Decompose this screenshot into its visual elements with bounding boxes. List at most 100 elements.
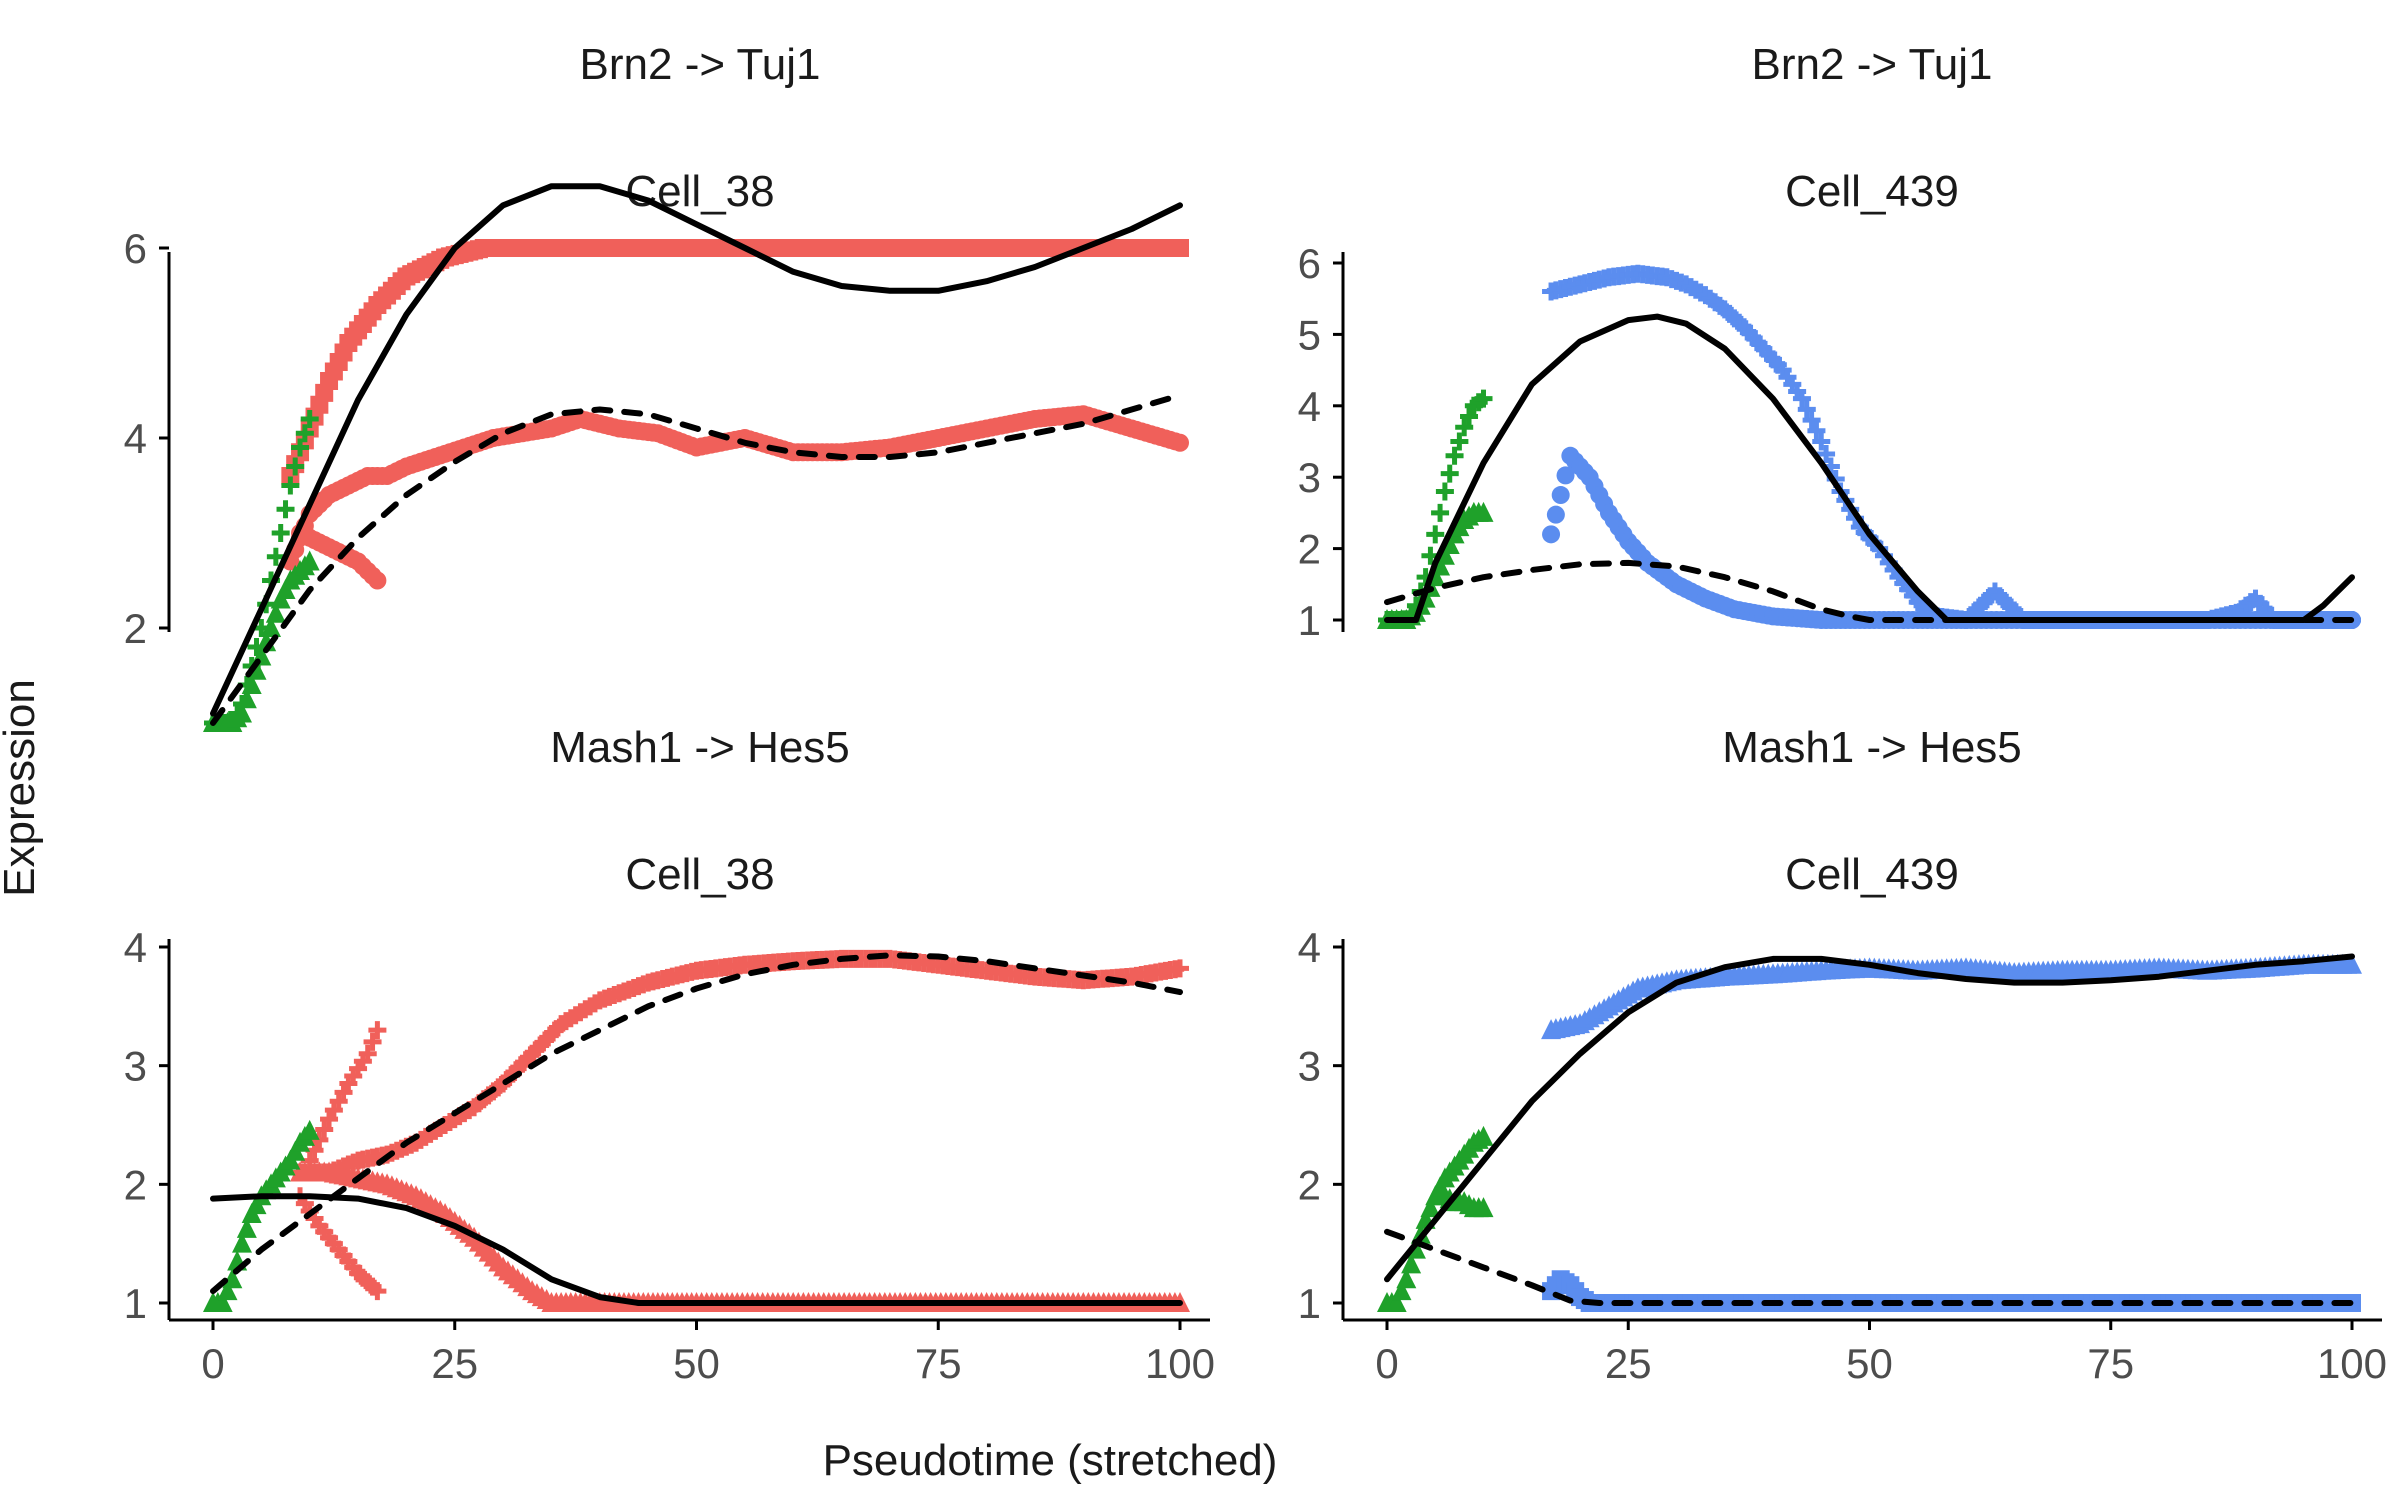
x-tick-label: 75: [2087, 1340, 2134, 1387]
point-marker: [1445, 446, 1464, 465]
point-marker: [286, 457, 305, 476]
point-marker: [1450, 432, 1469, 451]
series-blue-circle: [1542, 446, 2361, 629]
point-marker: [1473, 1197, 1494, 1218]
fit-line-solid: [1384, 313, 2355, 623]
point-marker: [1460, 407, 1479, 426]
x-tick-label: 0: [201, 1340, 224, 1387]
y-tick-label: 2: [124, 1161, 147, 1208]
point-marker: [315, 1120, 334, 1139]
point-marker: [1171, 239, 1189, 257]
x-tick-label: 75: [915, 1340, 962, 1387]
panel-title: Brn2 -> Tuj1: [580, 40, 821, 89]
point-marker: [1391, 1280, 1412, 1301]
point-marker: [1556, 466, 1575, 485]
point-marker: [1420, 1197, 1441, 1218]
fit-line-dashed: [210, 952, 1183, 1295]
fit-line-dashed: [210, 392, 1183, 726]
series-red-triangle: [290, 1161, 1190, 1312]
y-tick-label: 4: [124, 415, 147, 462]
point-marker: [1807, 421, 1826, 440]
y-tick-label: 3: [124, 1043, 147, 1090]
point-marker: [1812, 432, 1831, 451]
x-tick-label: 50: [1846, 1340, 1893, 1387]
point-marker: [1473, 1125, 1494, 1146]
y-axis-label: Expression: [0, 679, 44, 897]
point-marker: [368, 571, 387, 590]
y-tick-label: 2: [124, 605, 147, 652]
point-marker: [1401, 1253, 1422, 1274]
panel-mash1-hes5-cell38: Mash1 -> Hes5 Cell_38 1 2 3 4 0 25 50 75 100: [124, 723, 1215, 1387]
fit-line-dashed: [1384, 559, 2355, 623]
point-marker: [261, 617, 282, 637]
panel-subtitle: Cell_439: [1785, 167, 1959, 216]
y-tick-label: 6: [124, 225, 147, 272]
point-marker: [2342, 953, 2362, 974]
x-tick-label: 25: [1605, 1340, 1652, 1387]
y-tick-label: 1: [124, 1280, 147, 1327]
panel-mash1-hes5-cell439: Mash1 -> Hes5 Cell_439 1 2 3 4 0 25 50 75 100: [1298, 723, 2387, 1387]
point-marker: [1551, 486, 1570, 505]
fit-line-dashed: [1384, 1228, 2355, 1306]
x-axis-label: Pseudotime (stretched): [823, 1436, 1278, 1485]
x-tick-label: 50: [673, 1340, 720, 1387]
panel-brn2-tuj1-cell439: Brn2 -> Tuj1 Cell_439 1 2 3 4 5 6: [1298, 40, 2361, 644]
point-marker: [241, 674, 262, 694]
series-red-plus: [300, 1021, 387, 1170]
point-marker: [232, 702, 253, 723]
point-marker: [265, 602, 286, 623]
x-tick-label: 100: [1145, 1340, 1215, 1387]
y-tick-label: 1: [1298, 597, 1321, 644]
point-marker: [222, 1268, 243, 1289]
panel-title: Mash1 -> Hes5: [1722, 723, 2022, 772]
point-marker: [1546, 505, 1565, 524]
point-marker: [236, 1217, 257, 1238]
series-green-triangle: [203, 550, 320, 732]
point-marker: [1473, 501, 1494, 522]
point-marker: [1386, 1292, 1407, 1312]
series-red-plus: [291, 949, 1189, 1182]
point-marker: [295, 424, 314, 443]
x-tick-label: 100: [2317, 1340, 2387, 1387]
point-marker: [1396, 1268, 1417, 1289]
point-marker: [291, 438, 310, 457]
x-tick-label: 0: [1375, 1340, 1398, 1387]
panel-brn2-tuj1-cell38: Brn2 -> Tuj1 Cell_38 2 4 6: [124, 40, 1189, 732]
point-marker: [212, 1292, 233, 1312]
panel-title: Brn2 -> Tuj1: [1752, 40, 1993, 89]
point-marker: [236, 688, 257, 709]
plot-area: 1 2 3 4 5 6: [1298, 240, 2361, 644]
y-tick-label: 4: [1298, 924, 1321, 971]
point-marker: [232, 1232, 253, 1253]
point-marker: [217, 1280, 238, 1301]
y-tick-label: 3: [1298, 1043, 1321, 1090]
point-marker: [1431, 503, 1450, 522]
y-tick-label: 2: [1298, 526, 1321, 573]
point-marker: [281, 476, 300, 495]
y-tick-label: 5: [1298, 311, 1321, 358]
series-red-circle: [291, 524, 387, 590]
y-tick-label: 2: [1298, 1161, 1321, 1208]
point-marker: [1171, 959, 1189, 978]
point-marker: [1792, 389, 1811, 408]
plot-area: 1 2 3 4 0 25 50 75 100: [124, 924, 1215, 1387]
series-blue-triangle: [1541, 953, 2362, 1040]
point-marker: [1474, 389, 1493, 408]
point-marker: [368, 1021, 387, 1040]
point-marker: [1797, 400, 1816, 419]
fit-line-solid: [1384, 953, 2355, 1283]
y-tick-label: 1: [1298, 1280, 1321, 1327]
point-marker: [1817, 444, 1836, 463]
point-marker: [1435, 482, 1454, 501]
point-marker: [299, 1119, 320, 1140]
point-marker: [1426, 525, 1445, 544]
panel-subtitle: Cell_38: [625, 850, 774, 899]
point-marker: [300, 410, 319, 428]
point-marker: [276, 500, 295, 519]
point-marker: [363, 1032, 382, 1051]
y-tick-label: 4: [1298, 383, 1321, 430]
point-marker: [1440, 464, 1459, 483]
point-marker: [358, 1044, 377, 1063]
point-marker: [368, 1282, 387, 1301]
